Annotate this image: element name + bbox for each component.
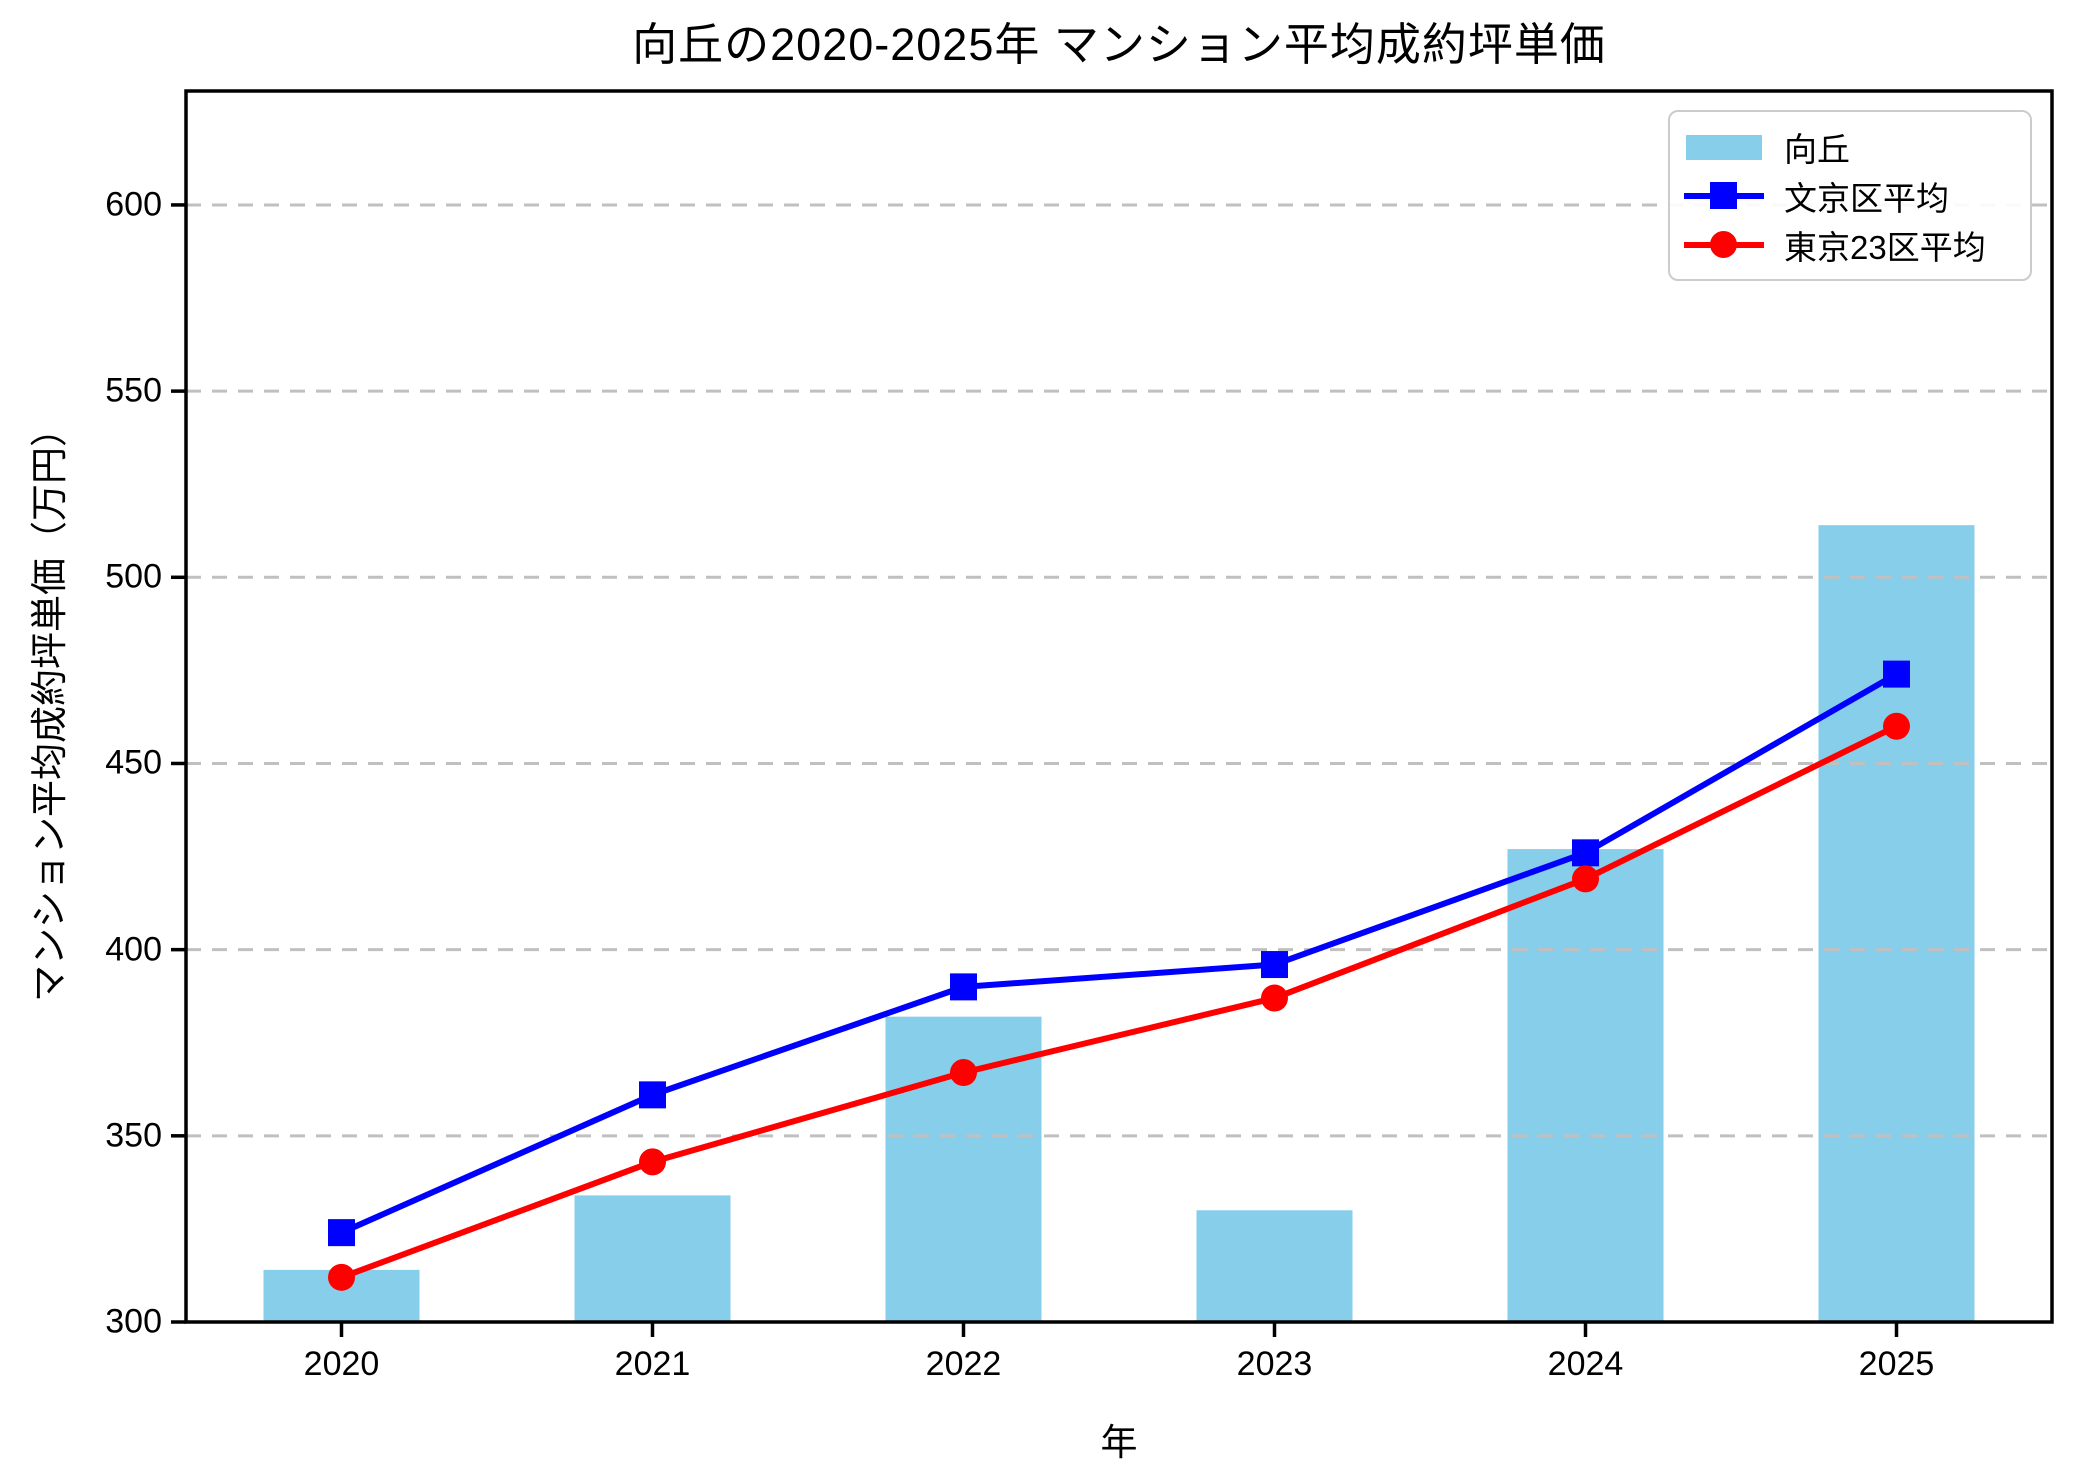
- x-axis-label: 年: [1100, 1422, 1138, 1463]
- line-文京区平均: [340, 671, 1898, 1236]
- square-marker-2020: [328, 1219, 355, 1247]
- legend-item-bunkyoku: 文京区平均: [1684, 172, 2016, 220]
- legend-item-mukogaoka: 向丘: [1684, 123, 2016, 171]
- y-tick-label-350: 350: [105, 1116, 162, 1155]
- y-tick-label-400: 400: [105, 930, 162, 969]
- x-tick-label-2021: 2021: [614, 1345, 691, 1383]
- circle-marker-2022: [950, 1059, 977, 1087]
- x-tick-label-2022: 2022: [925, 1345, 1002, 1383]
- square-marker-2021: [639, 1081, 666, 1109]
- legend-label: 東京23区平均: [1784, 228, 1986, 266]
- legend-label: 文京区平均: [1784, 179, 1949, 217]
- circle-marker-2025: [1883, 712, 1910, 740]
- line-東京23区平均: [340, 723, 1898, 1281]
- y-tick-label-600: 600: [105, 185, 162, 224]
- square-marker-2024: [1572, 839, 1599, 867]
- line-square-marker-icon: [1684, 181, 1764, 210]
- legend-item-tokyo23: 東京23区平均: [1684, 221, 2016, 269]
- legend-label: 向丘: [1784, 130, 1850, 168]
- bar-2025: [1818, 525, 1975, 1322]
- bar-2024: [1507, 849, 1664, 1322]
- y-tick-label-500: 500: [105, 557, 162, 596]
- x-tick-label-2020: 2020: [303, 1345, 380, 1383]
- y-tick-label-550: 550: [105, 371, 162, 410]
- x-tick-label-2024: 2024: [1547, 1345, 1624, 1383]
- bar-2023: [1196, 1210, 1353, 1322]
- circle-marker-2020: [328, 1263, 355, 1291]
- y-tick-label-300: 300: [105, 1302, 162, 1341]
- plot-area: 向丘 文京区平均 東京23区平均: [171, 89, 2054, 1337]
- legend: 向丘 文京区平均 東京23区平均: [1668, 110, 2032, 281]
- x-tick-label-2023: 2023: [1236, 1345, 1313, 1383]
- square-marker-2025: [1883, 660, 1910, 688]
- x-tick-label-2025: 2025: [1858, 1345, 1935, 1383]
- circle-marker-2024: [1572, 865, 1599, 893]
- axes-frame: [184, 89, 2054, 1324]
- chart-title: 向丘の2020-2025年 マンション平均成約坪単価: [632, 19, 1606, 70]
- y-axis-label: マンション平均成約坪単価（万円）: [29, 410, 70, 1002]
- y-tick-label-450: 450: [105, 743, 162, 782]
- square-marker-2023: [1261, 951, 1288, 979]
- line-circle-marker-icon: [1684, 230, 1764, 259]
- circle-marker-2023: [1261, 984, 1288, 1012]
- bar-swatch-icon: [1684, 133, 1764, 161]
- circle-marker-2021: [639, 1148, 666, 1176]
- square-marker-2022: [950, 973, 977, 1001]
- plot-canvas: [171, 89, 2054, 1337]
- bar-2021: [574, 1195, 731, 1322]
